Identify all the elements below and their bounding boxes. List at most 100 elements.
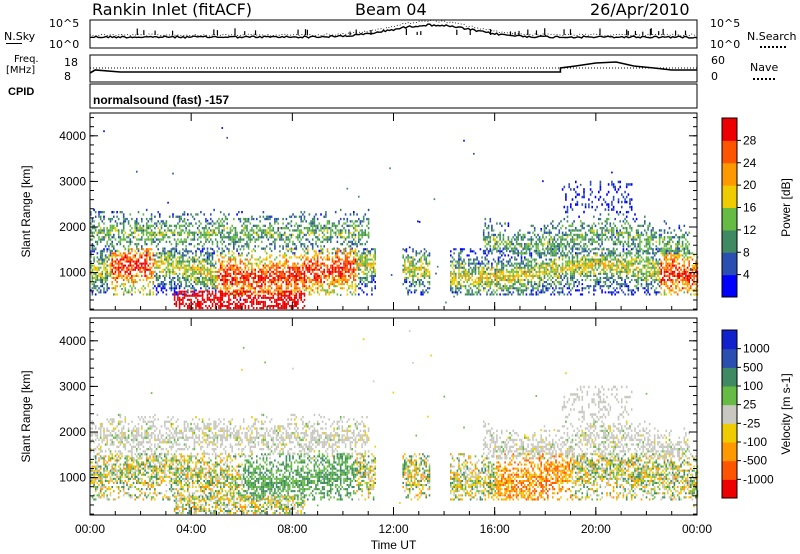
- power-cell: [251, 305, 253, 308]
- power-cell: [538, 285, 541, 288]
- power-cell: [418, 221, 421, 223]
- power-cell: [177, 294, 179, 297]
- power-cell: [456, 266, 459, 269]
- power-cell: [104, 262, 107, 265]
- power-cell: [242, 289, 245, 292]
- power-cell: [131, 217, 133, 221]
- power-cell: [272, 276, 275, 279]
- power-cell: [201, 290, 204, 293]
- power-cell: [261, 268, 263, 271]
- power-cell: [254, 245, 256, 248]
- power-cell: [321, 287, 324, 290]
- power-cell: [522, 247, 524, 250]
- power-cell: [303, 276, 306, 279]
- power-cell: [216, 276, 219, 279]
- power-cell: [249, 238, 252, 241]
- power-cell: [270, 266, 273, 269]
- power-cell: [550, 270, 552, 273]
- power-cell: [555, 249, 557, 253]
- power-cell: [183, 224, 186, 227]
- power-cell: [214, 270, 217, 273]
- power-cell: [358, 217, 360, 221]
- power-cell: [246, 229, 248, 232]
- power-cell: [321, 289, 324, 292]
- power-cell: [264, 247, 266, 250]
- power-cell: [175, 245, 178, 248]
- power-cell: [144, 274, 146, 277]
- power-cell: [96, 256, 99, 259]
- power-cell: [162, 220, 164, 223]
- power-cell: [540, 279, 542, 282]
- power-cell: [279, 287, 281, 290]
- power-cell: [358, 266, 360, 269]
- power-cell: [349, 248, 352, 251]
- power-cell: [474, 252, 477, 255]
- power-cell: [323, 238, 325, 241]
- power-cell: [349, 252, 352, 255]
- power-cell: [267, 287, 270, 290]
- power-cell: [98, 222, 100, 225]
- power-cell: [533, 260, 536, 263]
- power-cell: [99, 274, 102, 277]
- power-cell: [450, 285, 452, 288]
- power-cell: [282, 270, 284, 273]
- power-cell: [131, 274, 133, 277]
- power-cell: [157, 266, 159, 269]
- power-cell: [93, 231, 95, 234]
- power-cell: [208, 270, 210, 273]
- power-cell: [261, 283, 263, 286]
- power-cell: [307, 252, 309, 255]
- power-cell: [229, 243, 232, 246]
- power-cell: [284, 272, 286, 275]
- power-cell: [334, 279, 337, 282]
- power-cell: [543, 270, 546, 273]
- power-cell: [422, 291, 424, 294]
- power-cell: [185, 268, 187, 271]
- power-cell: [226, 272, 228, 275]
- power-cell: [218, 227, 220, 230]
- power-cell: [507, 293, 510, 296]
- power-cell: [537, 285, 539, 288]
- power-cell: [561, 236, 564, 239]
- power-cell: [474, 272, 477, 275]
- power-cell: [127, 258, 130, 261]
- power-cell: [132, 236, 135, 239]
- power-cell: [514, 250, 516, 253]
- power-cell: [507, 276, 510, 279]
- power-cell: [270, 229, 273, 232]
- power-cell: [300, 298, 302, 301]
- power-cell: [344, 238, 347, 241]
- power-cell: [505, 264, 508, 267]
- power-cell: [121, 231, 123, 234]
- power-cell: [242, 276, 245, 279]
- power-cell: [211, 233, 214, 237]
- power-cell: [94, 279, 97, 282]
- power-cell: [366, 248, 368, 251]
- power-cell: [241, 252, 243, 255]
- power-cell: [302, 281, 304, 284]
- power-cell: [122, 264, 125, 267]
- power-cell: [497, 281, 500, 284]
- power-cell: [494, 260, 496, 263]
- power-cell: [482, 268, 485, 271]
- power-cell: [413, 274, 416, 277]
- power-cell: [142, 231, 145, 234]
- power-cell: [550, 279, 552, 282]
- power-cell: [487, 266, 490, 269]
- power-cell: [139, 227, 141, 230]
- power-cell: [103, 289, 105, 292]
- power-cell: [239, 266, 242, 269]
- power-cell: [114, 229, 117, 232]
- power-cell: [198, 276, 201, 279]
- power-cell: [239, 254, 242, 257]
- power-cell: [251, 285, 253, 288]
- power-cell: [242, 274, 245, 277]
- power-cell: [285, 307, 288, 310]
- power-cell: [241, 291, 243, 294]
- power-cell: [331, 258, 334, 261]
- power-cell: [328, 258, 330, 261]
- power-cell: [486, 272, 488, 275]
- power-cell: [257, 264, 260, 267]
- power-cell: [162, 285, 164, 288]
- power-cell: [402, 283, 404, 286]
